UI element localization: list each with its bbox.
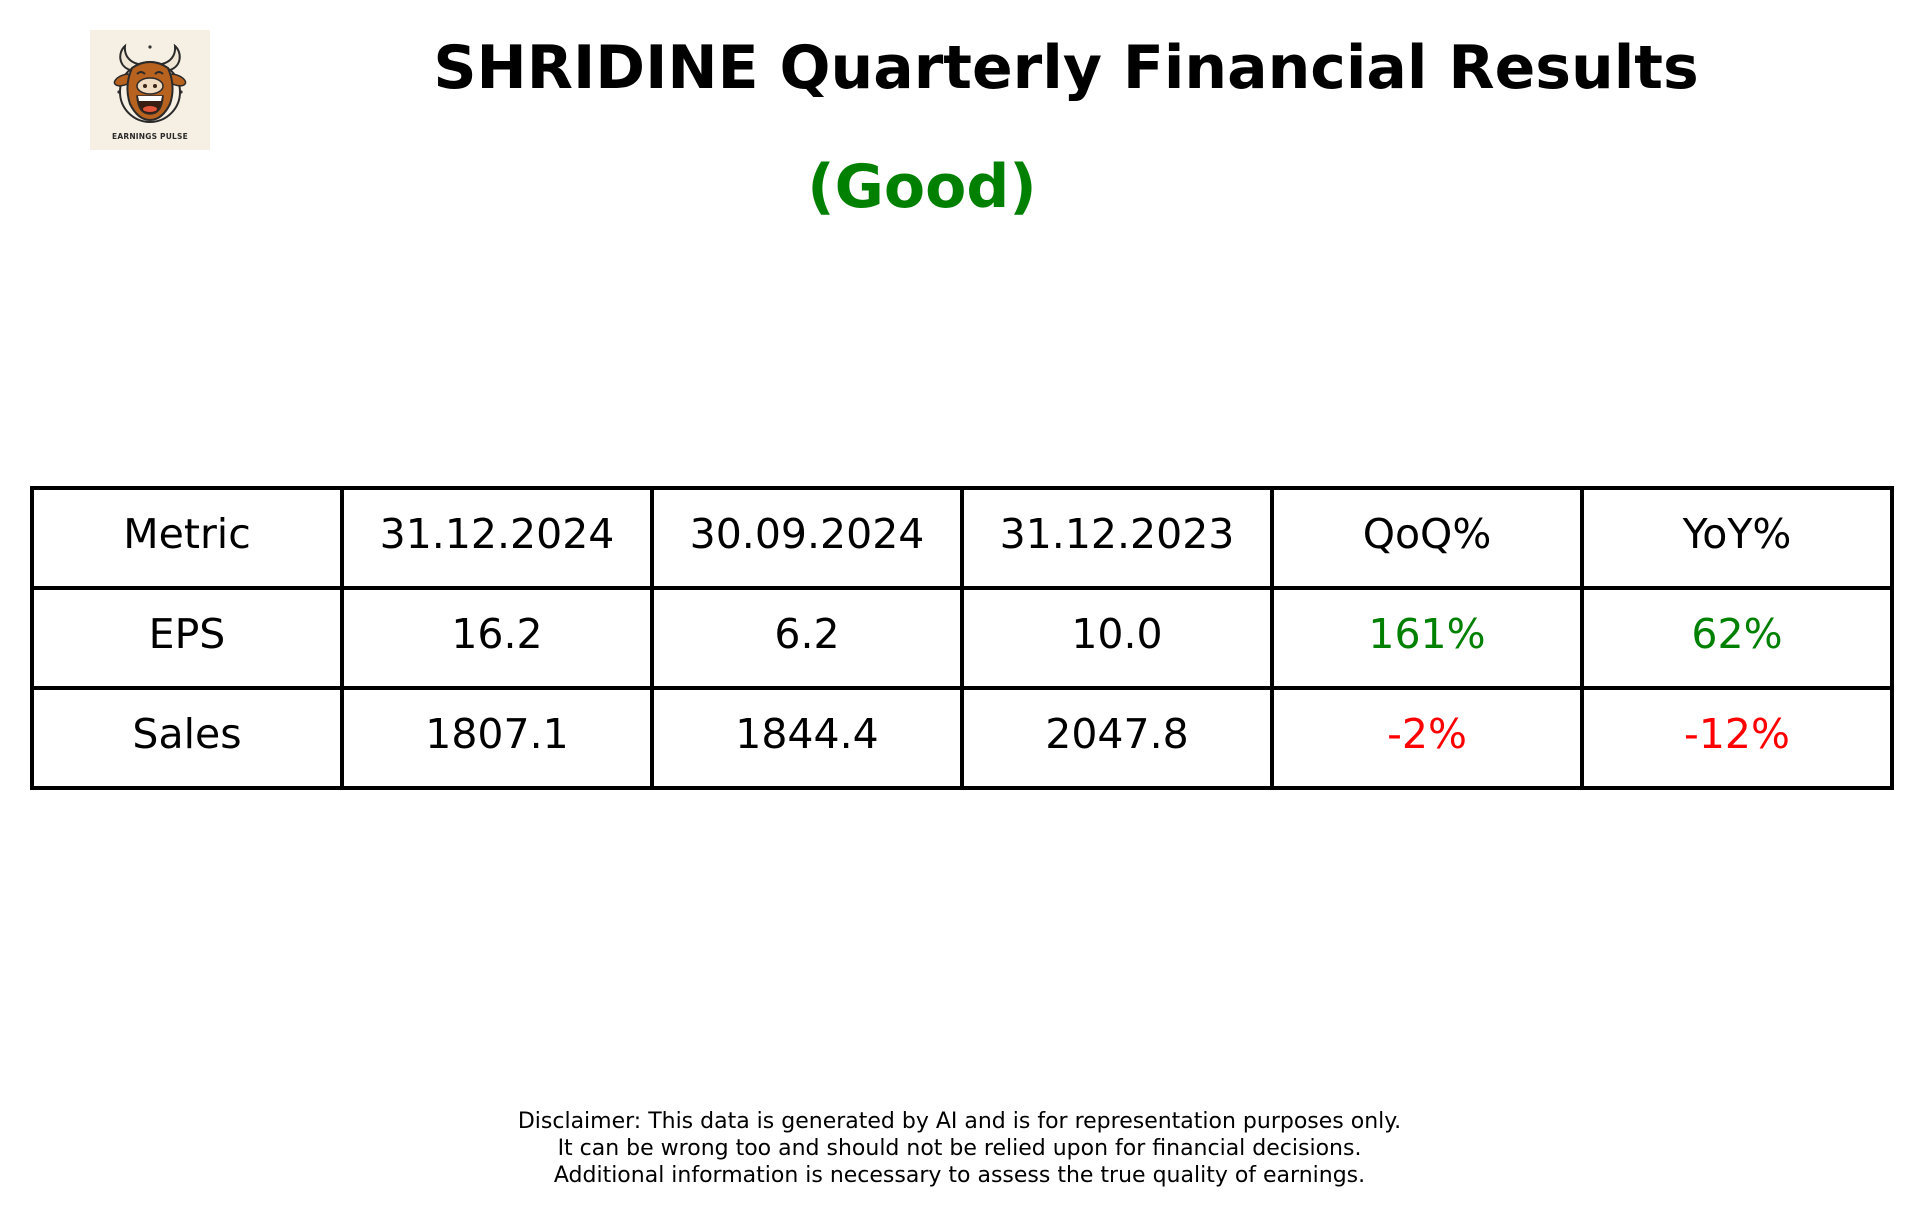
rating-label: (Good) — [807, 152, 1037, 222]
column-header-yoy: YoY% — [1580, 486, 1894, 590]
value-previous-quarter: 6.2 — [650, 586, 964, 690]
metric-name: EPS — [30, 586, 344, 690]
disclaimer-line: Additional information is necessary to a… — [553, 1163, 1366, 1188]
results-table: Metric 31.12.2024 30.09.2024 31.12.2023 … — [30, 486, 1894, 790]
column-header-year-ago-quarter: 31.12.2023 — [960, 486, 1274, 590]
disclaimer-line: Disclaimer: This data is generated by AI… — [517, 1109, 1402, 1134]
disclaimer: Disclaimer: This data is generated by AI… — [0, 1108, 1919, 1189]
value-current-quarter: 16.2 — [340, 586, 654, 690]
column-header-previous-quarter: 30.09.2024 — [650, 486, 964, 590]
table-row: Sales 1807.1 1844.4 2047.8 -2% -12% — [30, 686, 1894, 790]
column-header-current-quarter: 31.12.2024 — [340, 486, 654, 590]
disclaimer-line: It can be wrong too and should not be re… — [557, 1136, 1362, 1161]
value-previous-quarter: 1844.4 — [650, 686, 964, 790]
table-header-row: Metric 31.12.2024 30.09.2024 31.12.2023 … — [30, 486, 1894, 590]
qoq-change: -2% — [1270, 686, 1584, 790]
qoq-change: 161% — [1270, 586, 1584, 690]
metric-name: Sales — [30, 686, 344, 790]
logo-text: EARNINGS PULSE — [112, 132, 188, 141]
page-title: SHRIDINE Quarterly Financial Results — [433, 33, 1699, 103]
table-row: EPS 16.2 6.2 10.0 161% 62% — [30, 586, 1894, 690]
yoy-change: 62% — [1580, 586, 1894, 690]
column-header-metric: Metric — [30, 486, 344, 590]
yoy-change: -12% — [1580, 686, 1894, 790]
earnings-pulse-logo: EARNINGS PULSE — [90, 30, 210, 150]
value-year-ago-quarter: 2047.8 — [960, 686, 1274, 790]
value-year-ago-quarter: 10.0 — [960, 586, 1274, 690]
value-current-quarter: 1807.1 — [340, 686, 654, 790]
bull-mascot-icon — [113, 43, 187, 123]
column-header-qoq: QoQ% — [1270, 486, 1584, 590]
